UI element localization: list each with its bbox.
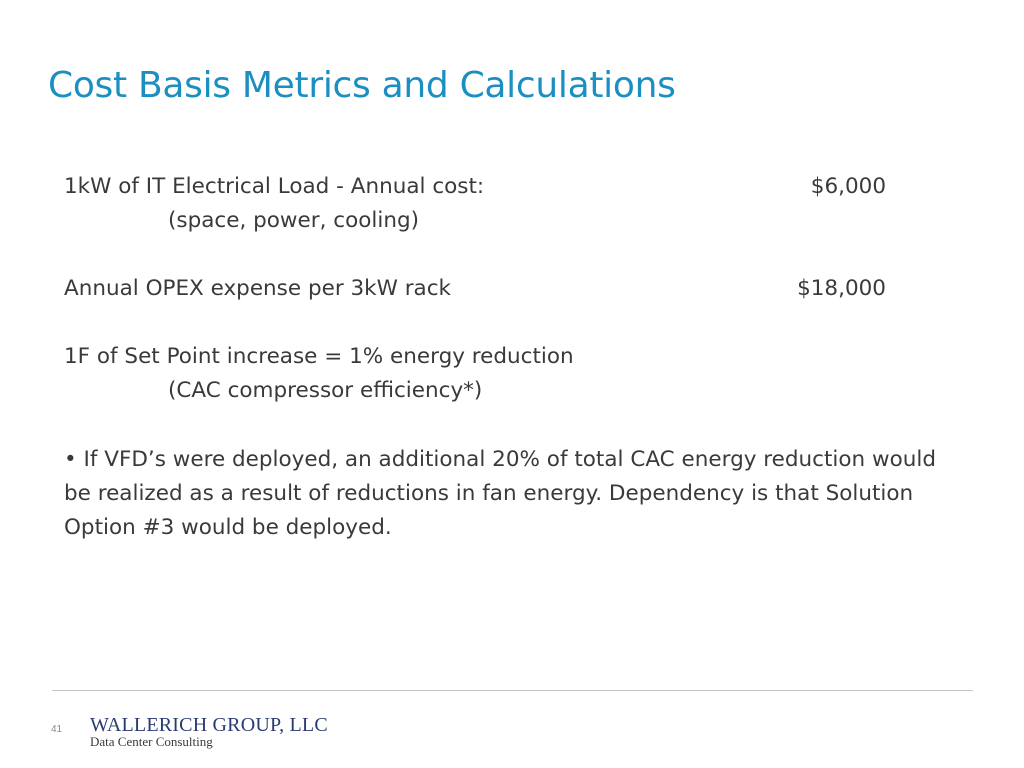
footer-divider xyxy=(52,690,973,691)
item-label-set-point: 1F of Set Point increase = 1% energy red… xyxy=(64,344,574,369)
page-number: 41 xyxy=(51,724,63,735)
item-note-it-load: (space, power, cooling) xyxy=(168,208,419,233)
vfd-bullet-paragraph: • If VFD’s were deployed, an additional … xyxy=(64,447,936,540)
item-amount-it-load: $6,000 xyxy=(810,174,886,199)
item-label-it-load: 1kW of IT Electrical Load - Annual cost: xyxy=(64,174,485,199)
item-amount-opex: $18,000 xyxy=(797,276,886,301)
logo-company-name: WALLERICH GROUP, LLC xyxy=(90,714,328,736)
logo-tagline: Data Center Consulting xyxy=(90,734,213,749)
company-logo: WALLERICH GROUP, LLC Data Center Consult… xyxy=(90,714,328,754)
item-note-set-point: (CAC compressor efficiency*) xyxy=(168,378,483,403)
slide-title: Cost Basis Metrics and Calculations xyxy=(48,65,676,106)
item-label-opex: Annual OPEX expense per 3kW rack xyxy=(64,276,451,301)
